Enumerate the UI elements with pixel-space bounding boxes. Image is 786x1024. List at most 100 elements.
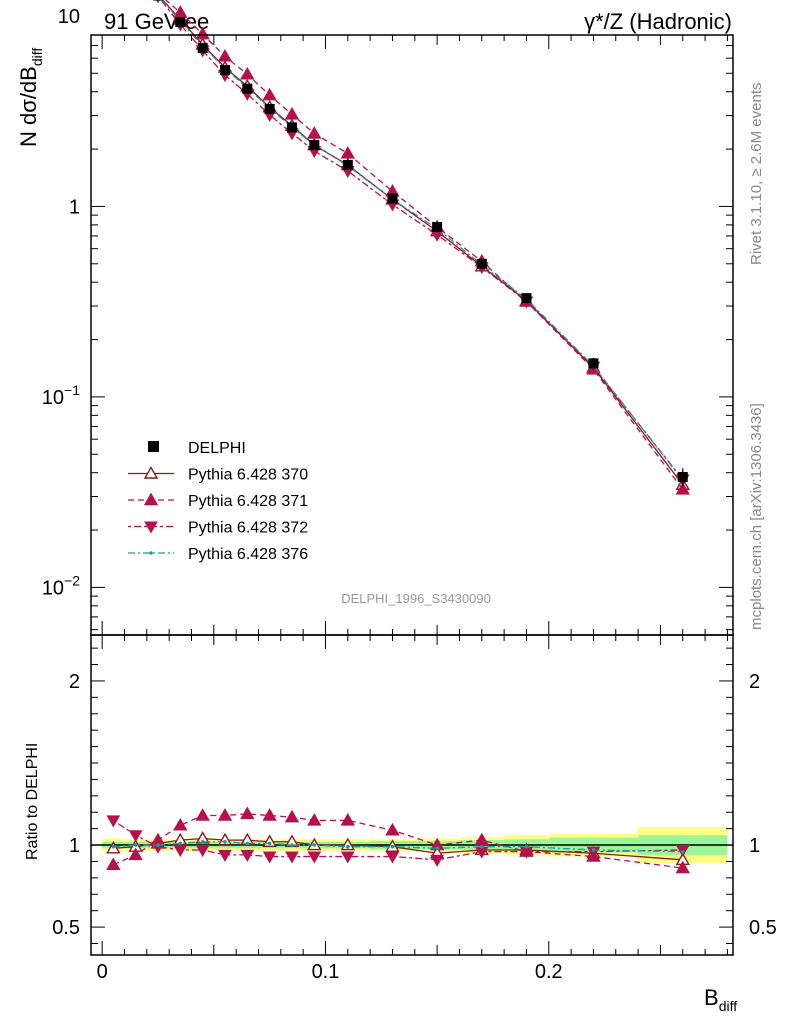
legend: DELPHI Pythia 6.428 370 Pythia 6.428 371 Py… [128, 440, 308, 563]
series-marker [143, 492, 159, 506]
main-ylabel-text: N dσ/dB [16, 66, 41, 147]
x-tick-label: 0.2 [535, 961, 563, 983]
legend-label-2: Pythia 6.428 372 [188, 520, 308, 537]
series-marker [307, 126, 322, 139]
series-line-main-3 [161, 0, 684, 481]
series-marker [284, 106, 300, 120]
series-marker [245, 841, 250, 846]
series-marker [223, 839, 227, 844]
analysis-watermark: DELPHI_1996_S3430090 [341, 591, 491, 606]
series-marker [240, 849, 255, 862]
series-marker [284, 809, 300, 823]
data-point [175, 16, 186, 27]
data-point [387, 193, 398, 204]
data-point [286, 122, 297, 133]
series-line-main-0 [161, 0, 684, 486]
series-marker [178, 841, 183, 846]
series-marker [143, 466, 159, 479]
series-marker [290, 843, 294, 847]
data-point [677, 471, 688, 482]
data-point [342, 160, 353, 171]
ratio-y-tick-label-left: 0.5 [52, 917, 80, 939]
ratio-y-tick-label-left: 1 [69, 835, 80, 857]
x-tick-label: 0.1 [312, 961, 340, 983]
energy-label: 91 GeV ee [104, 9, 209, 34]
series-marker [173, 844, 188, 857]
series-marker [262, 808, 277, 821]
series-marker [307, 813, 322, 826]
main-y-tick-base: 1 [69, 196, 80, 218]
series-marker [144, 521, 158, 534]
ratio-y-tick-label-right: 0.5 [749, 917, 777, 939]
series-marker [474, 832, 489, 846]
data-point [197, 42, 208, 53]
main-y-tick-label: 10−1 [42, 382, 80, 409]
series-marker [675, 482, 690, 495]
data-point [242, 83, 253, 94]
main-y-tick-label: 1 [69, 196, 80, 218]
x-axis-title-main: B [704, 985, 719, 1010]
series-layer [106, 0, 690, 874]
data-layer [152, 0, 688, 487]
main-y-tick-exp: −2 [64, 572, 80, 588]
ratio-y-tick-label-right: 2 [749, 671, 760, 693]
rivet-label: Rivet 3.1.10, ≥ 2.6M events [748, 83, 765, 266]
series-marker [479, 844, 484, 849]
legend-label-data: DELPHI [188, 440, 246, 457]
data-point [588, 358, 599, 369]
main-y-tick-label: 10 [58, 6, 80, 28]
data-point [152, 0, 163, 1]
data-point [309, 140, 320, 151]
main-ylabel-sub: diff [29, 48, 45, 67]
series-marker [195, 844, 210, 857]
series-marker [156, 0, 160, 4]
series-marker [217, 808, 233, 821]
legend-label-1: Pythia 6.428 371 [188, 493, 308, 510]
series-marker [680, 849, 685, 854]
process-label: γ*/Z (Hadronic) [584, 9, 732, 34]
x-tick-label: 0 [97, 961, 108, 983]
main-y-tick-base: 10 [42, 577, 64, 599]
series-marker [267, 841, 272, 846]
ratio-frame [90, 634, 734, 956]
series-marker [312, 843, 317, 847]
series-marker [128, 830, 143, 843]
series-marker [128, 847, 143, 861]
series-marker [675, 860, 690, 874]
series-marker [346, 844, 350, 849]
series-marker [240, 66, 255, 80]
data-point [476, 258, 487, 269]
legend-label-3: Pythia 6.428 376 [188, 546, 308, 563]
mcplots-label: mcplots.cern.ch [arXiv:1306.3436] [748, 403, 765, 630]
series-marker [173, 817, 188, 831]
series-marker [307, 851, 322, 864]
ratio-y-tick-label-left: 2 [69, 671, 80, 693]
main-y-tick-exp: −1 [64, 382, 80, 398]
main-frame [90, 34, 734, 636]
series-marker [240, 806, 255, 820]
data-point [521, 293, 532, 304]
series-marker [435, 846, 439, 851]
series-marker [390, 844, 395, 849]
series-marker [149, 551, 153, 555]
main-y-tick-label: 10−2 [42, 572, 80, 599]
main-ylabel: N dσ/dBdiff [16, 48, 45, 147]
series-marker [591, 848, 596, 852]
legend-marker-data [148, 441, 159, 452]
series-marker [106, 857, 121, 870]
legend-label-0: Pythia 6.428 370 [188, 467, 308, 484]
series-marker [430, 854, 444, 867]
series-marker [340, 146, 356, 159]
main-y-tick-base: 10 [42, 387, 64, 409]
series-marker [111, 844, 116, 849]
data-point [219, 65, 230, 76]
main-y-tick-base: 10 [58, 6, 80, 28]
series-marker [133, 843, 138, 847]
series-marker [218, 849, 232, 862]
series-marker [195, 808, 210, 821]
series-line-main-1 [164, 0, 684, 490]
series-line-main-2 [160, 0, 684, 480]
ratio-ylabel: Ratio to DELPHI [24, 743, 41, 860]
